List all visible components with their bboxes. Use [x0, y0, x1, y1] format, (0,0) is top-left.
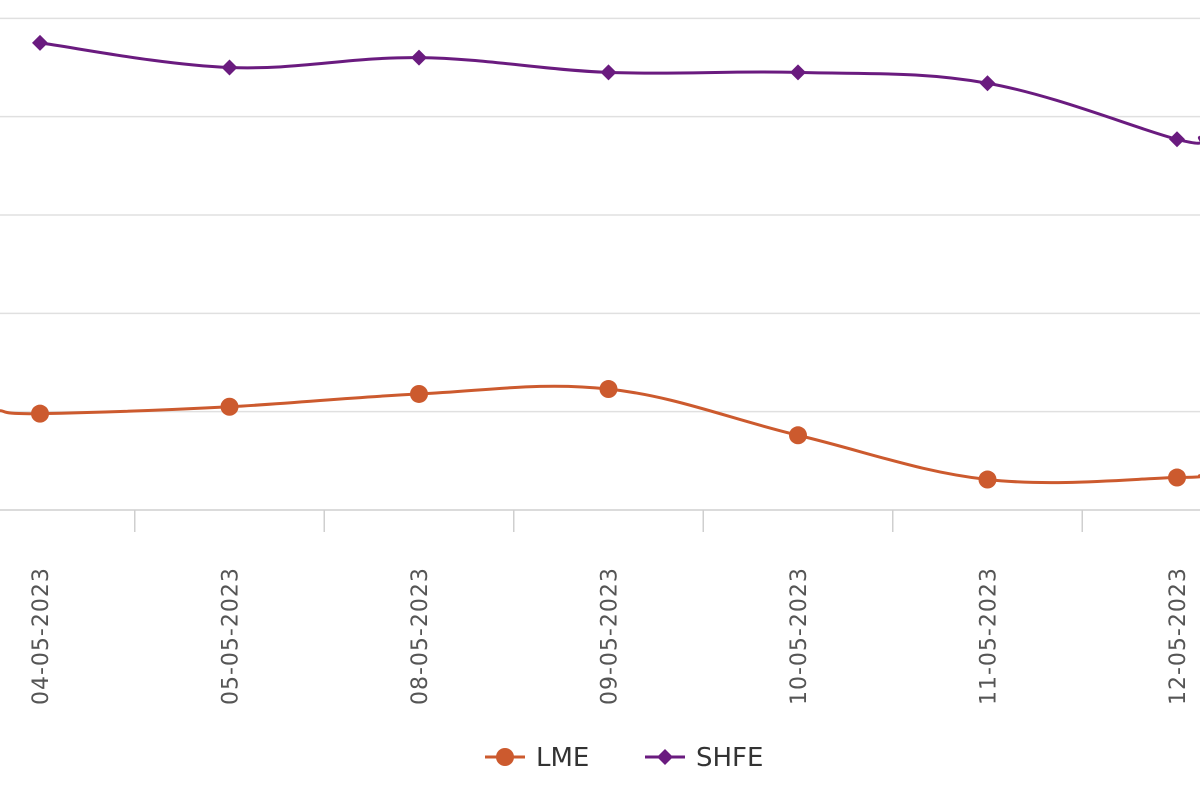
x-tick-label: 05-05-2023	[219, 567, 244, 705]
legend[interactable]: LME SHFE	[485, 743, 763, 773]
legend-label-shfe: SHFE	[696, 743, 763, 773]
data-point-shfe[interactable]	[411, 49, 427, 66]
data-point-shfe[interactable]	[790, 64, 806, 81]
x-tick-label: 10-05-2023	[787, 567, 812, 705]
x-tick-label: 08-05-2023	[408, 567, 433, 705]
data-point-shfe[interactable]	[600, 64, 617, 81]
x-tick-label: 11-05-2023	[977, 567, 1002, 705]
data-point-shfe[interactable]	[221, 59, 238, 76]
data-point-lme[interactable]	[978, 470, 997, 489]
legend-item-lme[interactable]: LME	[485, 743, 589, 773]
grid-lines	[0, 17, 1200, 413]
legend-marker-shfe	[657, 749, 673, 765]
series-line-lme	[0, 384, 1200, 485]
x-axis: 04-05-2023 05-05-2023 08-05-2023 09-05-2023…	[0, 509, 1200, 705]
data-point-lme[interactable]	[220, 397, 239, 416]
series-lines	[0, 41, 1200, 485]
series-markers	[31, 34, 1186, 489]
series-line-shfe	[39, 41, 1200, 145]
data-point-lme[interactable]	[789, 426, 807, 445]
x-tick-label: 09-05-2023	[598, 567, 623, 705]
data-point-lme[interactable]	[1168, 468, 1186, 487]
data-point-lme[interactable]	[410, 384, 428, 403]
x-tick-label: 04-05-2023	[29, 567, 54, 705]
data-point-lme[interactable]	[599, 380, 618, 399]
data-point-shfe[interactable]	[1169, 131, 1185, 148]
data-point-lme[interactable]	[31, 404, 49, 423]
legend-item-shfe[interactable]: SHFE	[645, 743, 763, 773]
data-point-shfe[interactable]	[32, 34, 48, 51]
legend-marker-lme	[496, 748, 514, 766]
x-tick-label: 12-05-2023	[1166, 567, 1191, 705]
data-point-shfe[interactable]	[979, 75, 996, 92]
legend-label-lme: LME	[536, 743, 589, 773]
